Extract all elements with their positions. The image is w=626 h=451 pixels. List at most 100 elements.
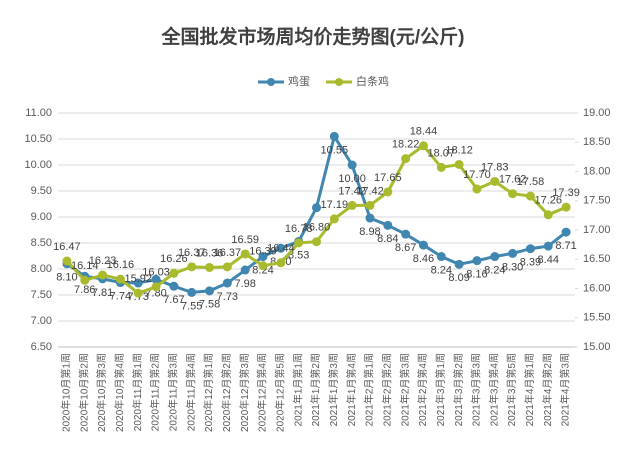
data-label: 7.67	[163, 294, 184, 306]
data-label: 16.14	[71, 260, 99, 272]
data-label: 18.44	[410, 126, 438, 138]
x-tick-label: 2021年2月第2周	[380, 353, 393, 426]
point	[508, 248, 518, 258]
x-tick-label: 2020年11月第4周	[184, 353, 197, 431]
x-tick-label: 2020年10月第3周	[95, 353, 108, 432]
x-tick-label: 2021年1月第1周	[291, 353, 304, 426]
x-tick-label: 2020年12月第5周	[273, 353, 286, 432]
data-label: 8.71	[555, 240, 576, 252]
y-tick-label: 10.00	[24, 159, 52, 171]
data-label: 18.12	[445, 144, 473, 156]
x-tick-label: 2020年10月第2周	[77, 353, 90, 432]
x-tick-label: 2020年10月第1周	[60, 353, 73, 432]
y2-tick-label: 15.00	[583, 341, 611, 353]
point	[401, 154, 411, 164]
x-tick-label: 2021年1月第2周	[309, 353, 322, 426]
data-label: 8.84	[377, 233, 398, 245]
point	[561, 202, 571, 212]
data-label: 7.58	[199, 299, 220, 311]
x-tick-label: 2021年2月第3周	[398, 353, 411, 426]
data-label: 8.46	[413, 253, 434, 265]
y2-tick-label: 16.50	[583, 253, 611, 265]
point	[383, 220, 393, 230]
data-label: 16.26	[160, 253, 188, 265]
point	[169, 268, 179, 278]
y2-tick-label: 17.00	[583, 224, 611, 236]
point	[436, 252, 446, 262]
point	[276, 258, 286, 268]
point	[543, 210, 553, 220]
data-label: 16.59	[231, 234, 259, 246]
point	[312, 237, 321, 247]
data-label: 8.30	[502, 261, 523, 273]
point	[365, 213, 375, 223]
data-label: 17.26	[534, 195, 562, 207]
point	[490, 176, 500, 186]
data-label: 17.42	[338, 185, 366, 197]
data-label: 7.86	[74, 284, 95, 296]
x-tick-label: 2020年12月第3周	[238, 353, 251, 432]
data-label: 17.19	[321, 199, 349, 211]
point	[347, 160, 357, 170]
point	[525, 244, 535, 254]
point	[365, 200, 375, 210]
y2-tick-label: 15.50	[583, 312, 611, 324]
data-label: 8.09	[448, 272, 469, 284]
point	[222, 262, 232, 272]
legend-marker	[335, 78, 343, 86]
data-label: 7.73	[217, 291, 238, 303]
point	[258, 261, 268, 271]
x-tick-label: 2020年10月第4周	[113, 353, 126, 432]
legend-marker	[267, 78, 275, 86]
data-label: 16.44	[267, 243, 295, 255]
data-label: 10.00	[338, 173, 366, 185]
data-label: 8.24	[431, 264, 452, 276]
x-tick-label: 2021年1月第3周	[327, 353, 340, 426]
data-label: 16.39	[249, 246, 277, 258]
y-tick-label: 11.00	[25, 107, 52, 119]
x-tick-label: 2021年3月第4周	[487, 353, 500, 426]
point	[329, 131, 339, 141]
y-tick-label: 7.50	[31, 289, 52, 301]
point	[418, 240, 428, 250]
x-tick-label: 2021年3月第2周	[452, 353, 465, 426]
data-label: 7.81	[92, 287, 113, 299]
legend-label: 鸡蛋	[288, 74, 310, 88]
point	[240, 249, 250, 259]
x-tick-label: 2020年11月第3周	[167, 353, 180, 431]
point	[294, 238, 304, 248]
point	[490, 252, 500, 262]
point	[329, 214, 339, 224]
data-label: 17.58	[517, 176, 545, 188]
point	[258, 252, 268, 262]
data-label: 10.55	[321, 144, 349, 156]
data-label: 7.55	[181, 300, 202, 312]
y-tick-label: 6.50	[31, 341, 52, 353]
data-label: 7.74	[110, 290, 131, 302]
data-label: 7.98	[234, 278, 255, 290]
data-label: 16.47	[53, 241, 81, 253]
point	[133, 288, 143, 298]
point	[205, 286, 215, 296]
x-tick-label: 2021年2月第4周	[416, 353, 429, 426]
point	[561, 227, 571, 237]
point	[187, 262, 197, 272]
point	[115, 274, 125, 284]
y2-tick-label: 17.50	[583, 195, 611, 207]
point	[222, 278, 232, 288]
y-tick-label: 7.00	[31, 315, 52, 327]
data-label: 18.07	[428, 147, 456, 159]
data-label: 8.44	[538, 254, 559, 266]
data-label: 16.80	[303, 222, 331, 234]
data-label: 15.92	[124, 273, 152, 285]
data-label: 16.36	[196, 247, 224, 259]
data-label: 17.65	[374, 172, 402, 184]
data-label: 16.03	[142, 267, 170, 279]
x-tick-label: 2020年11月第1周	[131, 353, 144, 431]
y-tick-label: 10.50	[24, 133, 52, 145]
point	[508, 189, 518, 199]
data-label: 8.39	[520, 257, 541, 269]
x-tick-label: 2020年12月第4周	[256, 353, 269, 432]
point	[80, 275, 90, 285]
point	[98, 270, 108, 280]
